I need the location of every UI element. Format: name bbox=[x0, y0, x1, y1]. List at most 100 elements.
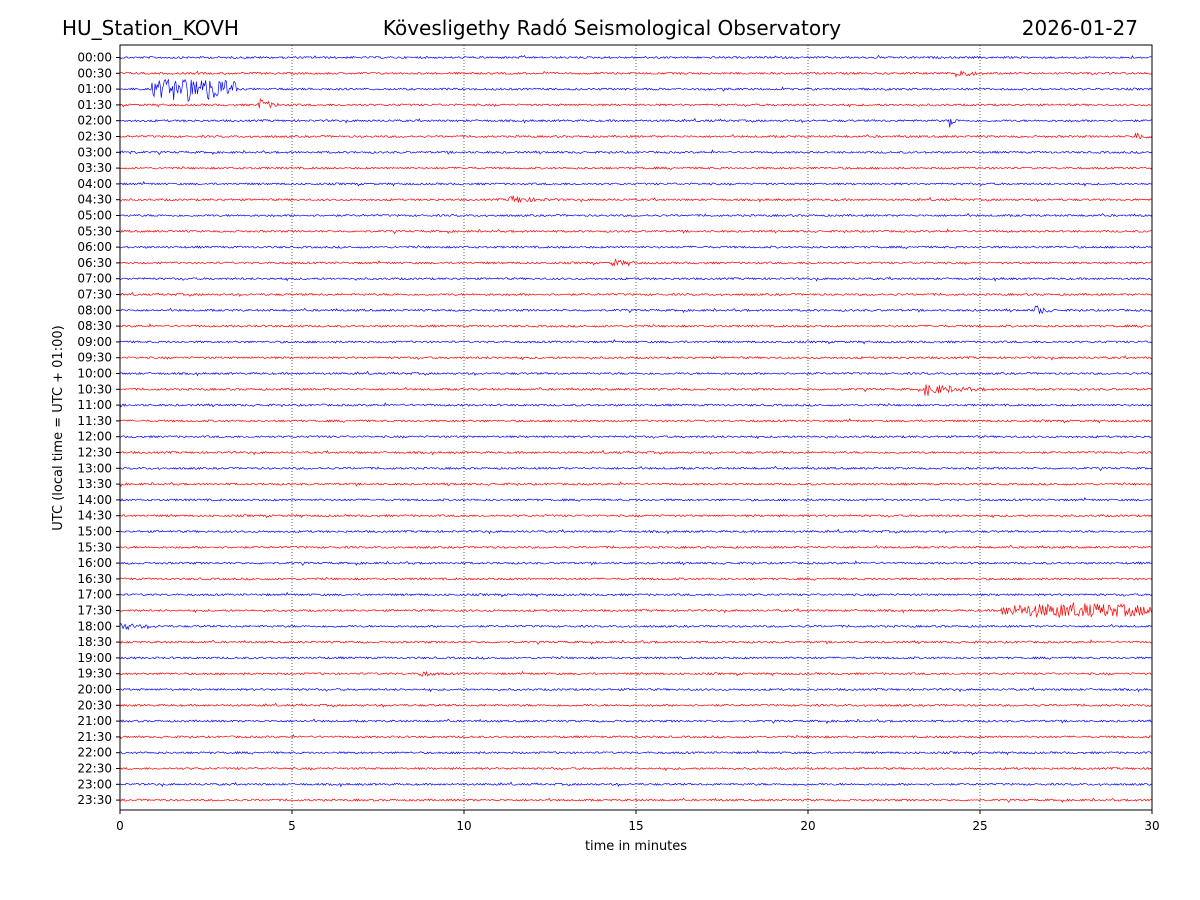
y-tick-label: 17:00 bbox=[77, 588, 112, 602]
x-axis-label: time in minutes bbox=[585, 839, 687, 854]
trace-1400 bbox=[119, 496, 1153, 502]
x-axis-ticks: 0 5 10 15 20 25 30 bbox=[116, 810, 1160, 833]
trace-1630 bbox=[119, 576, 1153, 581]
trace-1600 bbox=[119, 560, 1153, 566]
trace-1730 bbox=[119, 602, 1153, 619]
x-tick-label: 5 bbox=[288, 819, 296, 833]
y-tick-label: 00:00 bbox=[77, 51, 112, 65]
y-tick-label: 17:30 bbox=[77, 604, 112, 618]
trace-0030 bbox=[119, 70, 1153, 78]
trace-0530 bbox=[119, 228, 1153, 235]
trace-1830 bbox=[119, 639, 1153, 645]
y-tick-label: 11:00 bbox=[77, 398, 112, 412]
x-tick-label: 0 bbox=[116, 819, 124, 833]
y-tick-label: 21:00 bbox=[77, 714, 112, 728]
trace-1300 bbox=[119, 465, 1153, 472]
trace-0600 bbox=[119, 245, 1153, 249]
trace-1130 bbox=[119, 417, 1153, 424]
y-tick-label: 13:30 bbox=[77, 477, 112, 491]
y-tick-label: 14:00 bbox=[77, 493, 112, 507]
plot-frame bbox=[119, 44, 1153, 811]
trace-1800 bbox=[119, 622, 1153, 631]
y-tick-label: 20:30 bbox=[77, 698, 112, 712]
y-tick-label: 19:30 bbox=[77, 667, 112, 681]
y-tick-label: 09:00 bbox=[77, 335, 112, 349]
trace-2200 bbox=[119, 749, 1153, 756]
y-axis-label: UTC (local time = UTC + 01:00) bbox=[51, 325, 66, 530]
y-tick-label: 14:30 bbox=[77, 509, 112, 523]
trace-2230 bbox=[119, 766, 1153, 772]
trace-1930 bbox=[119, 670, 1153, 677]
trace-1100 bbox=[119, 402, 1153, 408]
y-tick-label: 18:00 bbox=[77, 619, 112, 633]
y-tick-label: 20:00 bbox=[77, 683, 112, 697]
trace-2000 bbox=[119, 687, 1153, 693]
y-tick-label: 07:30 bbox=[77, 288, 112, 302]
trace-1430 bbox=[119, 514, 1153, 519]
y-tick-label: 11:30 bbox=[77, 414, 112, 428]
y-tick-label: 15:30 bbox=[77, 540, 112, 554]
x-tick-label: 10 bbox=[456, 819, 471, 833]
trace-2130 bbox=[119, 733, 1153, 740]
y-tick-label: 15:00 bbox=[77, 525, 112, 539]
trace-0230 bbox=[119, 132, 1153, 140]
chart-title: Kövesligethy Radó Seismological Observat… bbox=[383, 16, 841, 40]
trace-1500 bbox=[119, 528, 1153, 535]
trace-0900 bbox=[119, 338, 1153, 345]
trace-1230 bbox=[119, 449, 1153, 456]
trace-2330 bbox=[119, 797, 1153, 803]
trace-0330 bbox=[119, 166, 1153, 170]
trace-1900 bbox=[119, 655, 1153, 660]
y-tick-label: 16:30 bbox=[77, 572, 112, 586]
y-tick-label: 22:00 bbox=[77, 746, 112, 760]
y-tick-label: 05:00 bbox=[77, 209, 112, 223]
y-tick-label: 10:00 bbox=[77, 367, 112, 381]
y-tick-label: 10:30 bbox=[77, 382, 112, 396]
y-tick-label: 01:30 bbox=[77, 98, 112, 112]
y-tick-label: 07:00 bbox=[77, 272, 112, 286]
trace-1330 bbox=[119, 481, 1153, 487]
trace-1530 bbox=[119, 544, 1153, 550]
trace-0300 bbox=[119, 149, 1153, 156]
y-tick-label: 02:00 bbox=[77, 114, 112, 128]
trace-0400 bbox=[119, 180, 1153, 187]
y-tick-label: 08:00 bbox=[77, 303, 112, 317]
trace-0430 bbox=[119, 195, 1153, 204]
y-tick-label: 21:30 bbox=[77, 730, 112, 744]
trace-0100 bbox=[119, 78, 1153, 102]
trace-layer bbox=[119, 54, 1153, 803]
trace-0800 bbox=[119, 305, 1153, 314]
x-tick-label: 15 bbox=[628, 819, 643, 833]
y-tick-label: 22:30 bbox=[77, 762, 112, 776]
trace-1030 bbox=[119, 384, 1153, 396]
x-tick-label: 25 bbox=[972, 819, 987, 833]
y-tick-label: 12:30 bbox=[77, 446, 112, 460]
trace-2030 bbox=[119, 702, 1153, 708]
y-tick-label: 16:00 bbox=[77, 556, 112, 570]
y-tick-label: 04:00 bbox=[77, 177, 112, 191]
trace-2300 bbox=[119, 781, 1153, 788]
y-tick-label: 03:30 bbox=[77, 161, 112, 175]
trace-0830 bbox=[119, 323, 1153, 328]
trace-1200 bbox=[119, 435, 1153, 440]
station-label: HU_Station_KOVH bbox=[62, 16, 239, 40]
y-tick-label: 01:00 bbox=[77, 82, 112, 96]
x-tick-label: 20 bbox=[800, 819, 815, 833]
y-tick-label: 06:30 bbox=[77, 256, 112, 270]
trace-0630 bbox=[119, 258, 1153, 267]
y-tick-label: 02:30 bbox=[77, 130, 112, 144]
trace-0730 bbox=[119, 291, 1153, 298]
y-tick-label: 23:30 bbox=[77, 793, 112, 807]
y-tick-label: 13:00 bbox=[77, 461, 112, 475]
y-tick-label: 05:30 bbox=[77, 224, 112, 238]
y-tick-label: 23:00 bbox=[77, 777, 112, 791]
trace-0930 bbox=[119, 355, 1153, 361]
y-tick-label: 12:00 bbox=[77, 430, 112, 444]
trace-0200 bbox=[119, 117, 1153, 128]
y-tick-label: 19:00 bbox=[77, 651, 112, 665]
y-tick-label: 18:30 bbox=[77, 635, 112, 649]
trace-0130 bbox=[119, 97, 1153, 109]
